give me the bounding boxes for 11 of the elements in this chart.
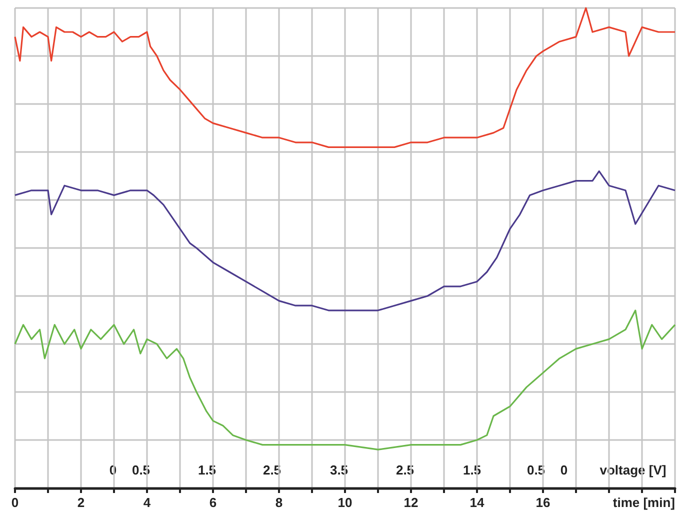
x-tick-label: 4 bbox=[143, 495, 152, 510]
x-tick-label: 0 bbox=[11, 495, 19, 510]
x-tick-label: 8 bbox=[275, 495, 283, 510]
x-tick-label: 12 bbox=[404, 495, 418, 510]
x-tick-label: 16 bbox=[536, 495, 550, 510]
x-axis-title: time [min] bbox=[612, 495, 675, 510]
annotation: 0 bbox=[560, 462, 568, 478]
x-tick-label: 10 bbox=[338, 495, 352, 510]
x-tick-label: 6 bbox=[209, 495, 217, 510]
x-tick-label: 2 bbox=[77, 495, 85, 510]
x-tick-label: 14 bbox=[470, 495, 485, 510]
